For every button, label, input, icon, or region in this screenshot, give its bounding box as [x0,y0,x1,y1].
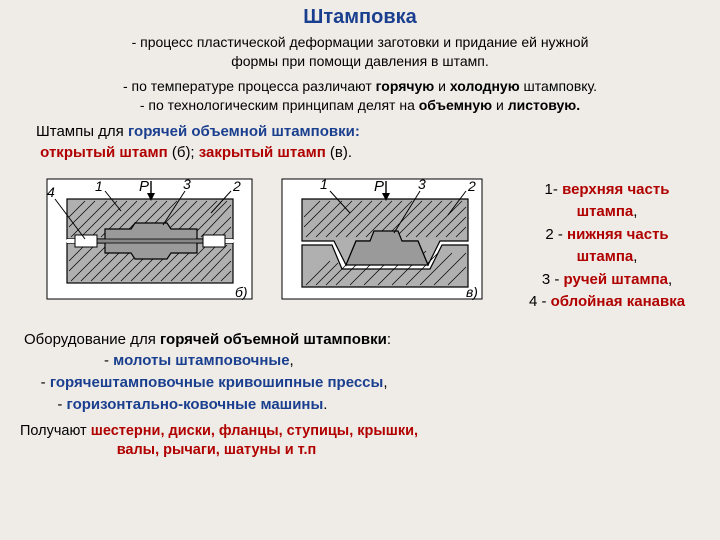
leg-4a: 4 - [529,293,551,310]
stamps-intro-pre: Штампы для [36,123,128,140]
equip1-post: , [290,352,294,369]
equip2-post: , [383,374,387,391]
lbl1-left: 1 [95,178,103,194]
leg-3a: 3 - [542,271,564,288]
equip3-pre: - [57,396,66,413]
equip1-pre: - [104,352,113,369]
def1-line1: - процесс пластической деформации загото… [132,34,589,50]
label-p-right: P [374,178,384,195]
label-p-left: P [139,178,149,195]
leg-2c: штампа [577,248,634,265]
definition-2: - по температуре процесса различают горя… [18,77,702,115]
stamps-closed: закрытый штамп [199,144,326,161]
def1-line2: формы при помощи давления в штамп. [231,53,489,69]
equip-intro-post: : [387,331,391,348]
stamps-closed-suffix: (в). [326,144,352,161]
lbl3-left: 3 [183,176,191,192]
def3-sheet: листовую. [508,97,580,113]
leg-4b: облойная канавка [551,293,685,310]
diagram-legend: 1- верхняя часть штампа, 2 - нижняя част… [512,169,702,314]
leg-1d: , [633,203,637,220]
lbl3-right: 3 [418,176,426,192]
def3-pre: - по технологическим принципам делят на [140,97,419,113]
stamps-intro-blue: горячей объемной штамповки: [128,123,360,140]
leg-2a: 2 - [545,226,567,243]
def3-vol: объемную [419,97,492,113]
diagram-closed-die: P 1 2 3 в) [282,176,482,300]
definition-1: - процесс пластической деформации загото… [18,33,702,71]
die-diagrams-svg: P 1 2 3 4 б) [35,169,495,317]
def2-post: штамповку. [520,78,597,94]
lbl4-left: 4 [47,184,55,200]
equip3-post: . [323,396,327,413]
result-line1: шестерни, диски, фланцы, ступицы, крышки… [91,423,418,439]
equip1: молоты штамповочные [113,352,289,369]
leg-1a: 1- [545,181,563,198]
lbl2-right: 2 [467,178,476,194]
diagram-open-die: P 1 2 3 4 б) [47,176,252,300]
diagram-row: P 1 2 3 4 б) [18,169,702,317]
page-title: Штамповка [18,6,702,29]
products-block: Получают шестерни, диски, фланцы, ступиц… [20,422,702,461]
def2-hot: горячую [376,78,435,94]
leg-3d: , [668,271,672,288]
def3-and: и [492,97,508,113]
equip-intro-bold: горячей объемной штамповки [160,331,387,348]
leg-3b: ручей штампа [564,271,668,288]
stamps-intro: Штампы для горячей объемной штамповки: о… [36,121,702,163]
def2-pre: - по температуре процесса различают [123,78,376,94]
lbl1-right: 1 [320,176,328,192]
leg-1c: штампа [577,203,634,220]
caption-v: в) [466,284,478,300]
result-pre: Получают [20,423,91,439]
def2-cold: холодную [450,78,520,94]
stamps-open: открытый штамп [40,144,168,161]
leg-1b: верхняя часть [562,181,669,198]
equip2: горячештамповочные кривошипные прессы [50,374,384,391]
leg-2d: , [633,248,637,265]
diagrams-container: P 1 2 3 4 б) [18,169,512,317]
leg-2b: нижняя часть [567,226,669,243]
result-line2: валы, рычаги, шатуны и т.п [117,442,317,458]
equipment-block: Оборудование для горячей объемной штампо… [24,329,702,416]
caption-b: б) [235,284,248,300]
lbl2-left: 2 [232,178,241,194]
equip3: горизонтально-ковочные машины [67,396,324,413]
equip2-pre: - [41,374,50,391]
def2-and: и [434,78,450,94]
stamps-open-suffix: (б); [168,144,199,161]
equip-intro-pre: Оборудование для [24,331,160,348]
